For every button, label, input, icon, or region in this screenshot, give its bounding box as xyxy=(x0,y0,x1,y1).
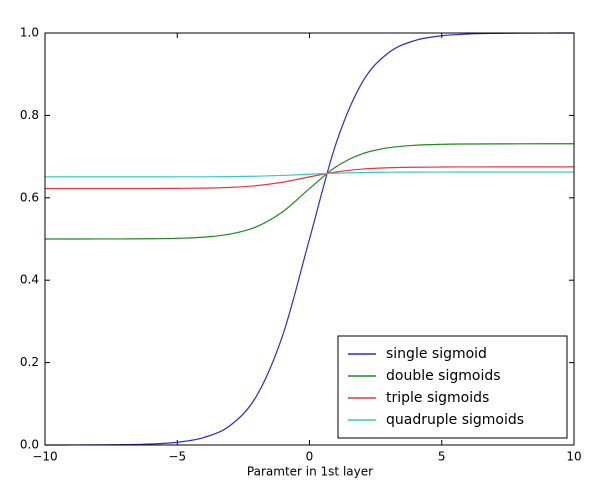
x-tick-label: −5 xyxy=(168,450,186,464)
series-line xyxy=(45,171,575,178)
legend-label: double sigmoids xyxy=(386,368,501,384)
x-tick-label: −10 xyxy=(32,450,57,464)
y-tick-label: 0.2 xyxy=(20,355,39,369)
x-tick-label: 5 xyxy=(438,450,446,464)
y-tick-label: 1.0 xyxy=(20,26,39,40)
x-tick-label: 10 xyxy=(566,450,581,464)
legend-label: quadruple sigmoids xyxy=(386,412,524,428)
series-line xyxy=(44,32,575,446)
x-axis-label: Paramter in 1st layer xyxy=(247,465,373,479)
legend-box xyxy=(337,335,568,439)
plot-frame xyxy=(44,32,575,446)
y-tick-label: 0.4 xyxy=(20,273,39,287)
y-tick-label: 0.0 xyxy=(20,438,39,452)
x-tick-label: 0 xyxy=(306,450,314,464)
y-tick-label: 0.8 xyxy=(20,108,39,122)
legend-label: triple sigmoids xyxy=(386,390,489,406)
legend-label: single sigmoid xyxy=(386,346,487,362)
y-tick-label: 0.6 xyxy=(20,190,39,204)
series-line xyxy=(44,143,575,240)
series-line xyxy=(44,166,574,190)
